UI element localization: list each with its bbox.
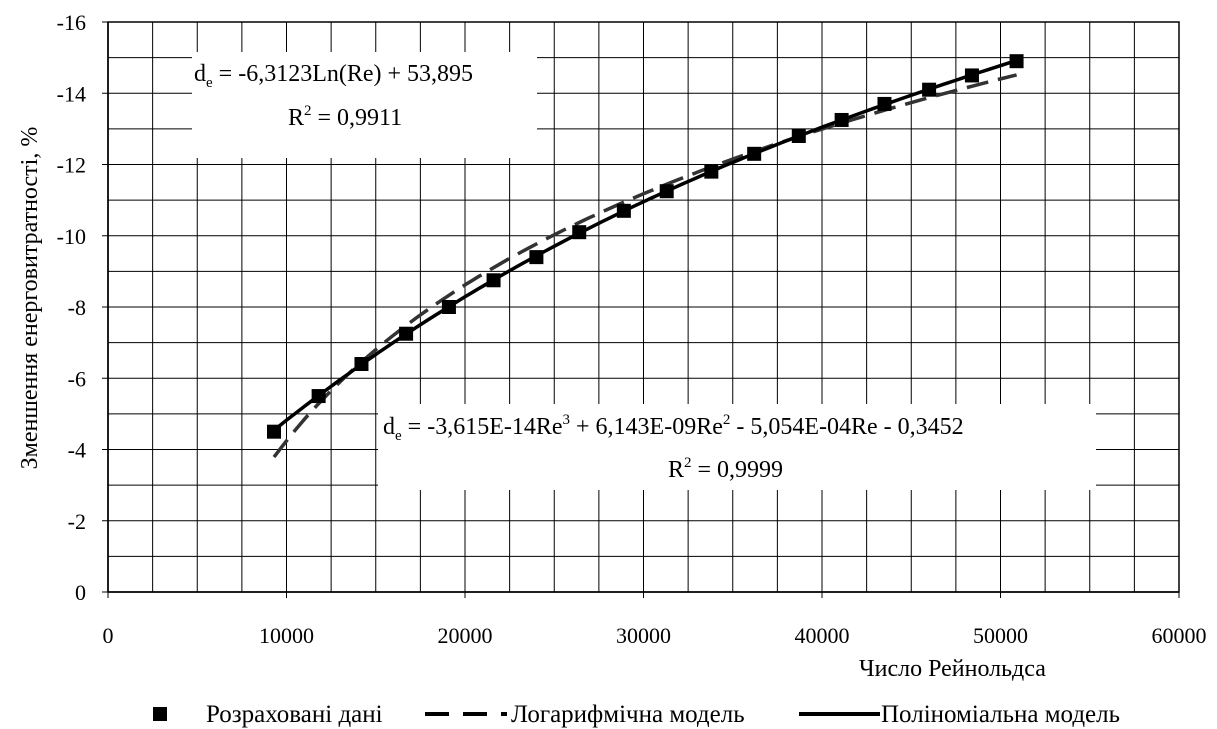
log-model-line xyxy=(272,73,1018,459)
x-tick-label: 0 xyxy=(103,623,114,648)
data-point xyxy=(747,146,762,161)
x-tick-label: 60000 xyxy=(1152,623,1207,648)
y-tick-label: -14 xyxy=(57,81,86,106)
data-point xyxy=(486,273,501,288)
legend-label-data: Розраховані дані xyxy=(206,701,383,728)
data-markers xyxy=(267,54,1024,439)
data-point xyxy=(659,184,674,199)
poly-r-squared: R2 = 0,9999 xyxy=(668,455,783,483)
x-tick-label: 30000 xyxy=(616,623,671,648)
y-tick-label: -6 xyxy=(68,366,86,391)
data-point xyxy=(311,389,326,404)
y-tick-label: -4 xyxy=(68,438,86,463)
data-point xyxy=(267,424,282,439)
data-point xyxy=(704,164,719,179)
x-tick-label: 40000 xyxy=(795,623,850,648)
y-tick-labels: 0 -2 -4 -6 -8 -10 -12 -14 -16 xyxy=(57,10,86,605)
legend: Розраховані дані Логарифмічна модель Пол… xyxy=(153,701,1120,728)
y-tick-label: -12 xyxy=(57,153,86,178)
y-tick-label: -10 xyxy=(57,224,86,249)
data-point xyxy=(441,300,456,314)
x-tick-label: 50000 xyxy=(973,623,1028,648)
poly-model-line xyxy=(272,58,1018,432)
data-point xyxy=(964,68,979,83)
log-equation: de = -6,3123Ln(Re) + 53,895 xyxy=(194,61,473,91)
data-point xyxy=(399,326,414,341)
legend-label-poly: Поліноміальна модель xyxy=(881,701,1120,728)
poly-equation: de = -3,615E-14Re3 + 6,143E-09Re2 - 5,05… xyxy=(383,412,964,444)
data-point xyxy=(1009,54,1024,69)
data-point xyxy=(354,357,369,371)
log-equation-box xyxy=(192,52,537,158)
x-tick-label: 20000 xyxy=(438,623,493,648)
axes xyxy=(102,21,1180,598)
x-axis-label: Число Рейнольдса xyxy=(859,656,1046,682)
data-point xyxy=(791,129,806,143)
model-curves xyxy=(272,58,1018,459)
data-point xyxy=(834,112,849,127)
x-tick-label: 10000 xyxy=(259,623,314,648)
legend-marker-data xyxy=(153,707,167,721)
data-point xyxy=(877,96,892,111)
data-point xyxy=(616,203,631,218)
poly-equation-box xyxy=(378,404,1096,490)
data-point xyxy=(922,82,937,97)
y-tick-label: 0 xyxy=(75,580,86,605)
y-tick-label: -16 xyxy=(57,10,86,35)
y-axis-label: Зменшення енерговитратності, % xyxy=(17,127,43,470)
data-point xyxy=(572,225,587,240)
y-tick-label: -2 xyxy=(68,509,86,534)
data-point xyxy=(529,250,544,265)
y-tick-label: -8 xyxy=(68,295,86,320)
legend-label-log: Логарифмічна модель xyxy=(511,701,745,728)
x-tick-labels: 0 10000 20000 30000 40000 50000 60000 xyxy=(103,623,1207,648)
log-r-squared: R2 = 0,9911 xyxy=(288,103,402,131)
